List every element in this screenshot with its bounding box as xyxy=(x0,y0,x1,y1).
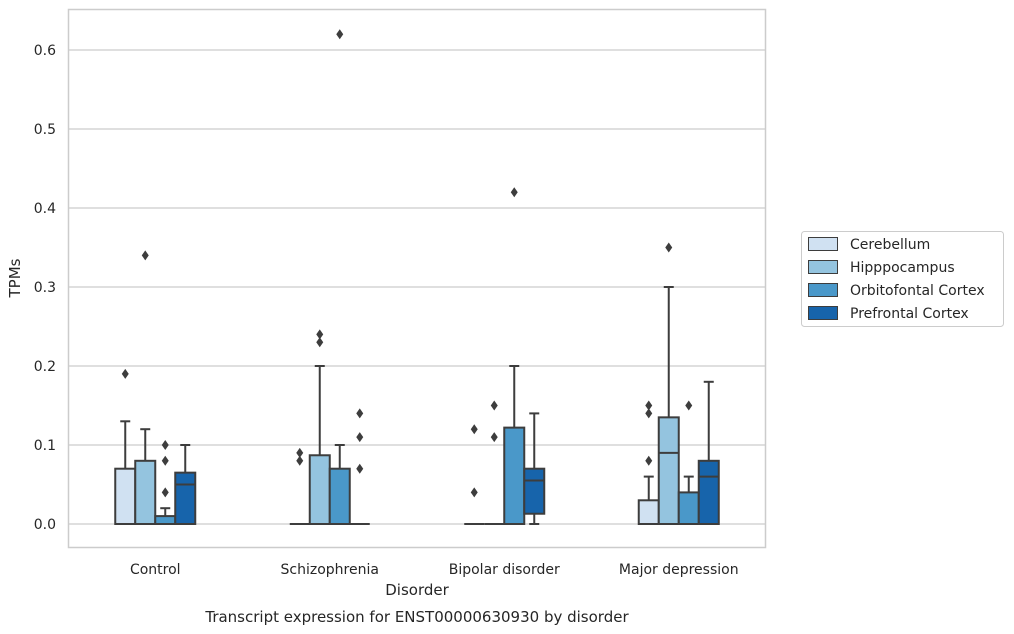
outlier-point xyxy=(356,463,364,474)
outlier-point xyxy=(356,432,364,443)
box-hipppocampus xyxy=(657,242,680,526)
box-iqr xyxy=(677,491,700,525)
outlier-point xyxy=(316,329,324,340)
y-tick-label: 0.3 xyxy=(34,280,56,296)
outlier-point xyxy=(356,408,364,419)
outlier-point xyxy=(665,242,673,253)
outlier-point xyxy=(336,29,344,40)
box-hipppocampus xyxy=(134,250,157,525)
plot-frame xyxy=(67,8,767,549)
box-cerebellum xyxy=(114,368,137,526)
box-cerebellum xyxy=(464,424,485,525)
box-orbitofontal-cortex xyxy=(677,400,700,525)
chart-caption: Transcript expression for ENST0000063093… xyxy=(204,608,629,626)
legend-label: Cerebellum xyxy=(850,237,930,253)
x-tick-label: Bipolar disorder xyxy=(449,562,560,578)
outlier-point xyxy=(161,455,169,466)
outlier-point xyxy=(490,400,498,411)
box-iqr xyxy=(657,416,680,526)
y-tick-label: 0.5 xyxy=(34,122,56,138)
legend-label: Prefrontal Cortex xyxy=(850,306,969,322)
box-iqr xyxy=(174,471,197,525)
box-iqr xyxy=(637,499,660,525)
box-iqr xyxy=(154,515,177,525)
outlier-point xyxy=(645,400,653,411)
outlier-point xyxy=(490,432,498,443)
y-axis-title: TPMs xyxy=(6,258,24,298)
outlier-point xyxy=(510,187,518,198)
legend-swatch xyxy=(808,283,838,297)
box-iqr xyxy=(523,467,546,515)
outlier-point xyxy=(316,337,324,348)
legend-swatch xyxy=(808,306,838,320)
box-prefrontal-cortex xyxy=(523,412,546,525)
box-orbitofontal-cortex xyxy=(328,29,351,526)
box-hipppocampus xyxy=(308,329,331,525)
legend-swatch xyxy=(808,260,838,274)
outlier-point xyxy=(121,368,129,379)
box-cerebellum xyxy=(289,447,310,525)
y-tick-label: 0.2 xyxy=(34,359,56,375)
box-orbitofontal-cortex xyxy=(503,187,526,525)
box-cerebellum xyxy=(637,400,660,525)
x-tick-label: Schizophrenia xyxy=(281,562,379,578)
y-tick-label: 0.1 xyxy=(34,438,56,454)
y-tick-label: 0.4 xyxy=(34,201,56,217)
box-iqr xyxy=(308,454,331,525)
box-prefrontal-cortex xyxy=(174,444,197,525)
box-layer xyxy=(114,29,720,526)
box-prefrontal-cortex xyxy=(349,408,370,525)
box-orbitofontal-cortex xyxy=(154,440,177,525)
box-iqr xyxy=(503,426,526,525)
outlier-point xyxy=(161,487,169,498)
legend: Cerebellum Hipppocampus Orbitofontal Corte… xyxy=(801,231,1004,327)
x-tick-label: Major depression xyxy=(619,562,739,578)
x-tick-labels: Control Schizophrenia Bipolar disorder Majo… xyxy=(130,562,739,578)
box-iqr xyxy=(114,467,137,526)
legend-swatch xyxy=(808,237,838,251)
box-iqr xyxy=(328,467,351,526)
outlier-point xyxy=(470,424,478,435)
legend-label: Hipppocampus xyxy=(850,260,955,276)
outlier-point xyxy=(296,455,304,466)
box-iqr xyxy=(134,459,157,525)
outlier-point xyxy=(685,400,693,411)
outlier-point xyxy=(645,408,653,419)
x-axis-title: Disorder xyxy=(385,581,449,599)
outlier-point xyxy=(645,455,653,466)
legend-frame xyxy=(801,231,1004,327)
box-prefrontal-cortex xyxy=(697,380,720,525)
y-tick-labels: 0.0 0.1 0.2 0.3 0.4 0.5 0.6 xyxy=(34,43,56,533)
y-tick-label: 0.6 xyxy=(34,43,56,59)
x-tick-label: Control xyxy=(130,562,181,578)
outlier-point xyxy=(141,250,149,261)
legend-label: Orbitofontal Cortex xyxy=(850,283,985,299)
outlier-point xyxy=(296,447,304,458)
y-tick-label: 0.0 xyxy=(34,517,56,533)
outlier-point xyxy=(470,487,478,498)
box-hipppocampus xyxy=(484,400,505,525)
outlier-point xyxy=(161,440,169,450)
box-iqr xyxy=(697,459,720,525)
